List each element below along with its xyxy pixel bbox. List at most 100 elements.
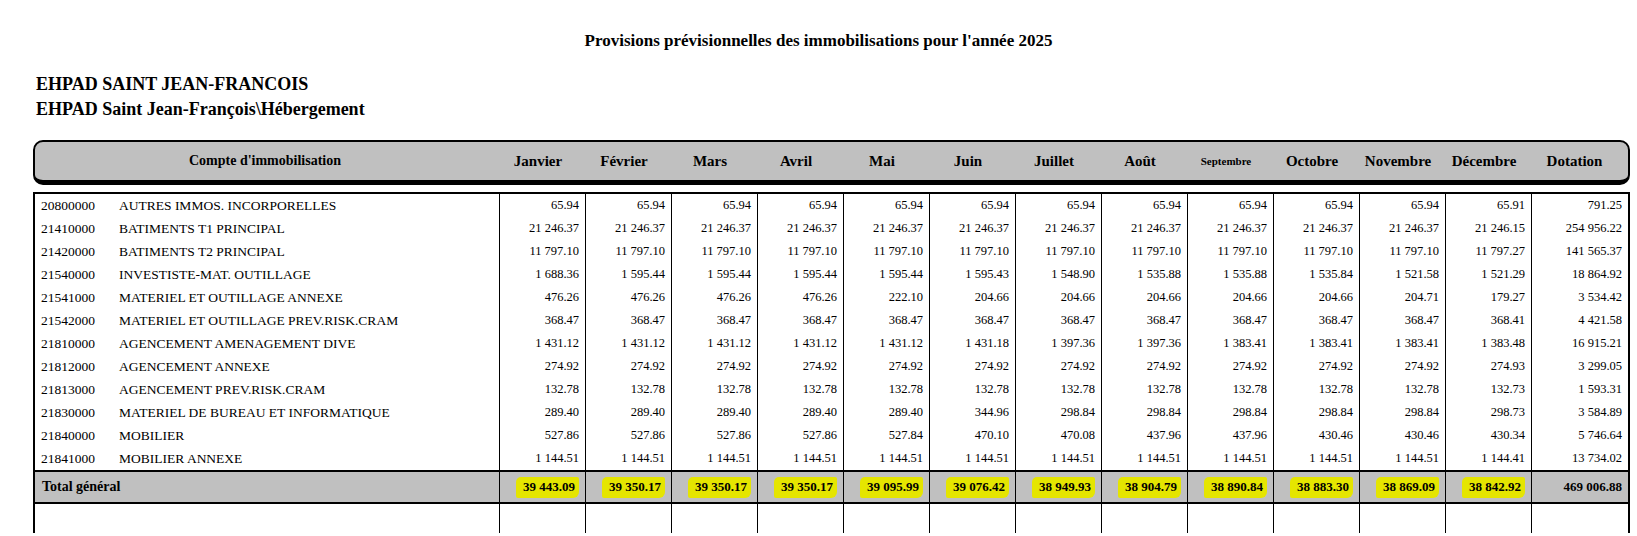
col-header-2: Février xyxy=(581,153,667,170)
total-value-cell: 38 890.84 xyxy=(1187,472,1273,502)
value-cell: 254 956.22 xyxy=(1531,217,1628,240)
value-cell: 1 688.36 xyxy=(499,263,585,286)
col-header-13: Dotation xyxy=(1527,153,1622,170)
account-label: MATERIEL ET OUTILLAGE PREV.RISK.CRAM xyxy=(119,313,398,329)
value-cell: 141 565.37 xyxy=(1531,240,1628,263)
value-cell: 65.94 xyxy=(1359,194,1445,217)
value-cell: 65.94 xyxy=(1101,194,1187,217)
account-code: 21840000 xyxy=(41,428,119,444)
table-row: 21810000AGENCEMENT AMENAGEMENT DIVE 1 431… xyxy=(35,332,1628,355)
data-table: 20800000AUTRES IMMOS. INCORPORELLES65.94… xyxy=(33,192,1630,533)
truncated-cell xyxy=(843,504,929,533)
value-cell: 1 548.90 xyxy=(1015,263,1101,286)
entity-section: EHPAD Saint Jean-François\Hébergement xyxy=(36,97,1637,122)
value-cell: 368.47 xyxy=(585,309,671,332)
value-cell: 132.78 xyxy=(1187,378,1273,401)
value-cell: 65.94 xyxy=(757,194,843,217)
account-label: BATIMENTS T1 PRINCIPAL xyxy=(119,221,285,237)
value-cell: 1 535.88 xyxy=(1187,263,1273,286)
value-cell: 16 915.21 xyxy=(1531,332,1628,355)
value-cell: 21 246.37 xyxy=(1273,217,1359,240)
value-cell: 132.78 xyxy=(1273,378,1359,401)
value-cell: 1 383.41 xyxy=(1187,332,1273,355)
value-cell: 1 535.84 xyxy=(1273,263,1359,286)
total-highlight: 38 842.92 xyxy=(1462,477,1525,498)
total-row: Total général 39 443.0939 350.1739 350.1… xyxy=(35,470,1628,504)
value-cell: 21 246.37 xyxy=(929,217,1015,240)
total-highlight: 38 949.93 xyxy=(1032,477,1095,498)
value-cell: 65.94 xyxy=(1187,194,1273,217)
account-code: 21812000 xyxy=(41,359,119,375)
value-cell: 11 797.10 xyxy=(1101,240,1187,263)
value-cell: 1 431.12 xyxy=(671,332,757,355)
value-cell: 132.78 xyxy=(499,378,585,401)
value-cell: 274.93 xyxy=(1445,355,1531,378)
total-highlight: 38 890.84 xyxy=(1204,477,1267,498)
truncated-cell xyxy=(671,504,757,533)
value-cell: 298.84 xyxy=(1359,401,1445,424)
value-cell: 132.78 xyxy=(843,378,929,401)
value-cell: 1 383.41 xyxy=(1359,332,1445,355)
account-label: AGENCEMENT AMENAGEMENT DIVE xyxy=(119,336,356,352)
value-cell: 21 246.37 xyxy=(1101,217,1187,240)
value-cell: 11 797.10 xyxy=(1187,240,1273,263)
value-cell: 344.96 xyxy=(929,401,1015,424)
truncated-cell xyxy=(1187,504,1273,533)
total-value-cell: 39 443.09 xyxy=(499,472,585,502)
value-cell: 368.47 xyxy=(843,309,929,332)
account-code: 21813000 xyxy=(41,382,119,398)
value-cell: 1 521.29 xyxy=(1445,263,1531,286)
truncated-row xyxy=(35,504,1628,533)
total-value-cell: 39 350.17 xyxy=(671,472,757,502)
value-cell: 3 299.05 xyxy=(1531,355,1628,378)
value-cell: 11 797.10 xyxy=(757,240,843,263)
value-cell: 476.26 xyxy=(671,286,757,309)
value-cell: 11 797.10 xyxy=(585,240,671,263)
value-cell: 298.84 xyxy=(1273,401,1359,424)
value-cell: 476.26 xyxy=(499,286,585,309)
account-cell: 21542000MATERIEL ET OUTILLAGE PREV.RISK.… xyxy=(35,309,499,332)
value-cell: 368.47 xyxy=(671,309,757,332)
total-value-cell: 38 842.92 xyxy=(1445,472,1531,502)
value-cell: 204.66 xyxy=(1101,286,1187,309)
value-cell: 476.26 xyxy=(585,286,671,309)
value-cell: 21 246.37 xyxy=(585,217,671,240)
truncated-cell xyxy=(1015,504,1101,533)
value-cell: 11 797.10 xyxy=(1015,240,1101,263)
value-cell: 1 144.51 xyxy=(585,447,671,470)
value-cell: 132.78 xyxy=(671,378,757,401)
value-cell: 132.78 xyxy=(1359,378,1445,401)
value-cell: 65.94 xyxy=(1273,194,1359,217)
value-cell: 289.40 xyxy=(671,401,757,424)
value-cell: 1 144.51 xyxy=(671,447,757,470)
account-cell: 21813000AGENCEMENT PREV.RISK.CRAM xyxy=(35,378,499,401)
value-cell: 1 144.51 xyxy=(929,447,1015,470)
value-cell: 274.92 xyxy=(1015,355,1101,378)
value-cell: 1 144.41 xyxy=(1445,447,1531,470)
value-cell: 1 593.31 xyxy=(1531,378,1628,401)
account-label: MOBILIER ANNEXE xyxy=(119,451,242,467)
account-cell: 21420000BATIMENTS T2 PRINCIPAL xyxy=(35,240,499,263)
table-row: 21541000MATERIEL ET OUTILLAGE ANNEXE476.… xyxy=(35,286,1628,309)
value-cell: 132.78 xyxy=(1015,378,1101,401)
entity-block: EHPAD SAINT JEAN-FRANCOIS EHPAD Saint Je… xyxy=(36,72,1637,122)
value-cell: 65.94 xyxy=(929,194,1015,217)
account-code: 21841000 xyxy=(41,451,119,467)
value-cell: 21 246.37 xyxy=(757,217,843,240)
value-cell: 132.78 xyxy=(1101,378,1187,401)
col-header-9: Septembre xyxy=(1183,155,1269,167)
value-cell: 298.84 xyxy=(1015,401,1101,424)
value-cell: 527.84 xyxy=(843,424,929,447)
account-label: MATERIEL ET OUTILLAGE ANNEXE xyxy=(119,290,343,306)
table-row: 21812000AGENCEMENT ANNEXE274.92274.92274… xyxy=(35,355,1628,378)
value-cell: 1 431.12 xyxy=(843,332,929,355)
value-cell: 368.47 xyxy=(929,309,1015,332)
value-cell: 65.94 xyxy=(1015,194,1101,217)
value-cell: 1 383.41 xyxy=(1273,332,1359,355)
col-header-8: Août xyxy=(1097,153,1183,170)
account-label: AUTRES IMMOS. INCORPORELLES xyxy=(119,198,336,214)
value-cell: 11 797.10 xyxy=(499,240,585,263)
account-cell: 21810000AGENCEMENT AMENAGEMENT DIVE xyxy=(35,332,499,355)
account-cell: 21541000MATERIEL ET OUTILLAGE ANNEXE xyxy=(35,286,499,309)
col-header-4: Avril xyxy=(753,153,839,170)
